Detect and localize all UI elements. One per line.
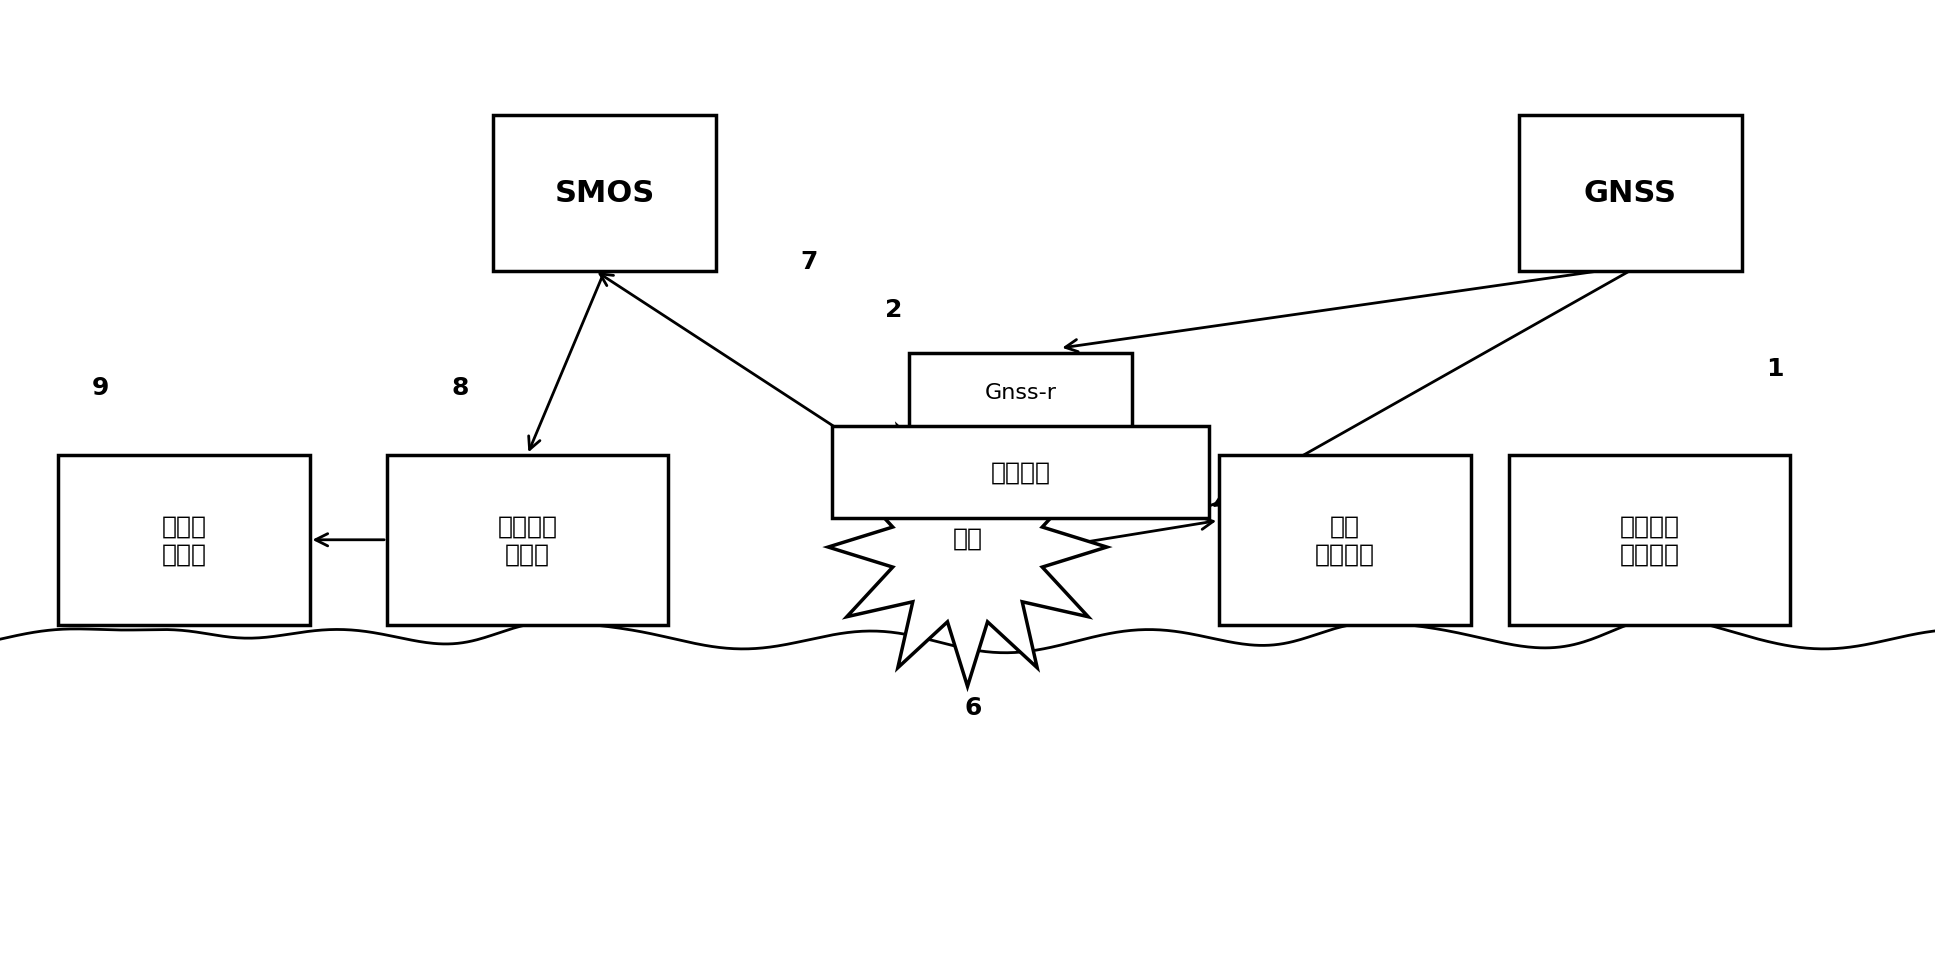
Bar xyxy=(58,455,310,625)
Text: 2: 2 xyxy=(886,298,902,322)
Text: 9: 9 xyxy=(93,376,108,399)
Text: 移动平台: 移动平台 xyxy=(991,460,1051,484)
Text: 4: 4 xyxy=(1414,550,1430,574)
Text: 8: 8 xyxy=(453,376,468,399)
Text: GNSS: GNSS xyxy=(1583,179,1678,208)
Text: 地面卫星
接收站: 地面卫星 接收站 xyxy=(497,515,557,566)
Text: 数据分析
处理系统: 数据分析 处理系统 xyxy=(1620,515,1680,566)
Text: 3: 3 xyxy=(1225,463,1240,486)
Text: 7: 7 xyxy=(801,250,817,273)
Bar xyxy=(1509,455,1790,625)
Text: Gnss-r: Gnss-r xyxy=(985,383,1057,402)
Text: 5: 5 xyxy=(1705,550,1720,574)
Bar xyxy=(387,455,668,625)
Text: 1: 1 xyxy=(1765,357,1784,380)
Polygon shape xyxy=(828,408,1107,687)
Text: 平台
控制系统: 平台 控制系统 xyxy=(1314,515,1376,566)
Text: SMOS: SMOS xyxy=(555,179,654,208)
Bar xyxy=(493,116,716,271)
Text: 土壤: 土壤 xyxy=(952,526,983,549)
Bar xyxy=(832,426,1209,518)
Bar xyxy=(1219,455,1471,625)
Bar xyxy=(1519,116,1742,271)
Text: 数据处
理系统: 数据处 理系统 xyxy=(161,515,207,566)
Text: 6: 6 xyxy=(966,696,981,719)
Bar xyxy=(909,354,1132,431)
